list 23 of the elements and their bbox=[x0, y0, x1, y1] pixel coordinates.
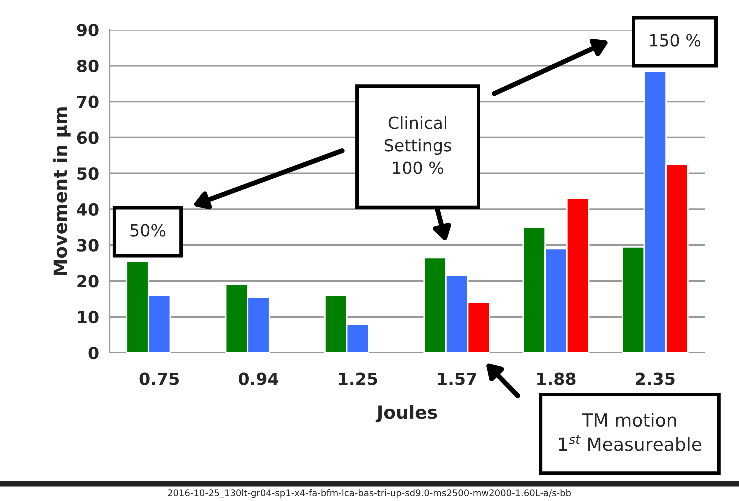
y-tick-label: 10 bbox=[78, 311, 99, 324]
x-tick-label: 1.57 bbox=[438, 372, 476, 386]
y-tick-label: 40 bbox=[77, 203, 99, 216]
annotation: 50% bbox=[130, 224, 166, 237]
text: 2016-10-25_130lt-gr04-sp1-x4-fa-bfm-lca-bas-tri-up-sd9.0-ms2500-mw2000-1.60L-a/s-bb bbox=[168, 490, 572, 498]
x-tick-label: 2.35 bbox=[636, 372, 675, 386]
y-tick-label: 50 bbox=[78, 168, 99, 180]
x-tick-label: 1.88 bbox=[538, 372, 576, 386]
y-tick-label: 20 bbox=[78, 275, 99, 288]
y-tick-label: 80 bbox=[77, 60, 99, 72]
y-tick-label: 60 bbox=[77, 132, 99, 144]
x-tick-label: 0.75 bbox=[140, 372, 179, 386]
y-axis-title: Movement in µm bbox=[53, 108, 71, 276]
x-axis-title: Joules bbox=[376, 405, 438, 423]
text: TM motion 1$^{st}$ Measureable bbox=[559, 413, 702, 452]
y-tick-label: 90 bbox=[77, 24, 99, 37]
x-tick-label: 1.25 bbox=[339, 372, 378, 386]
y-tick-label: 0 bbox=[88, 346, 99, 360]
annotation: 150 % bbox=[650, 34, 701, 47]
y-tick-label: 70 bbox=[78, 96, 99, 108]
annotation: Clinical Settings 100 % bbox=[384, 116, 452, 174]
x-tick-label: 0.94 bbox=[238, 372, 279, 386]
y-tick-label: 30 bbox=[78, 239, 99, 252]
